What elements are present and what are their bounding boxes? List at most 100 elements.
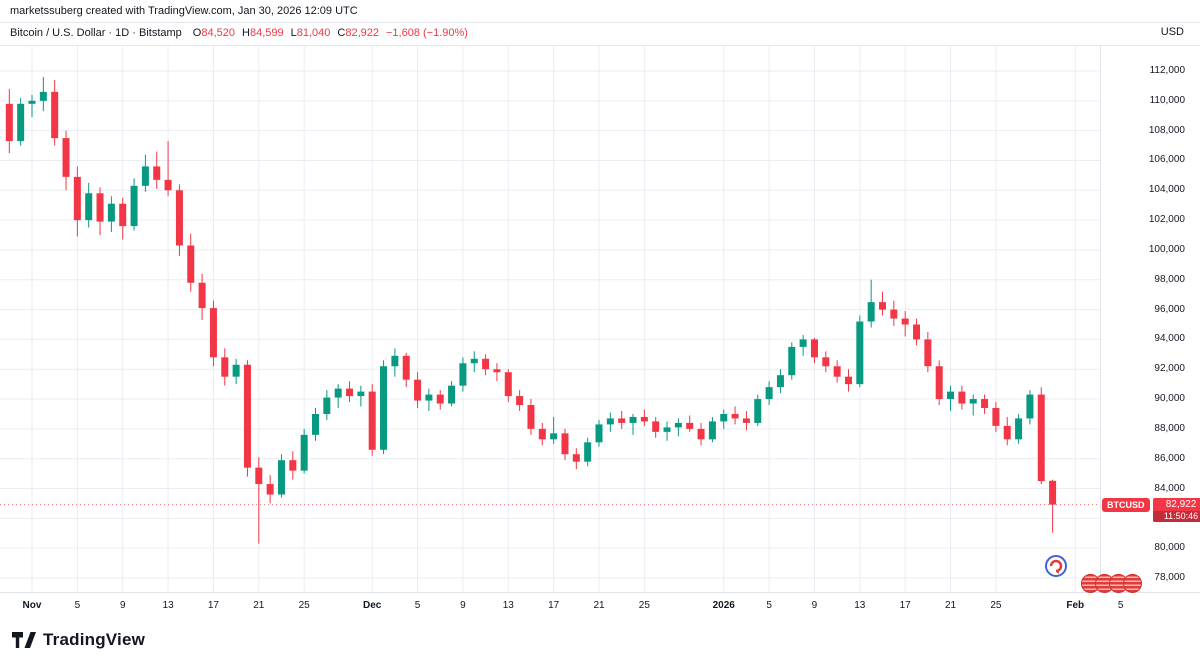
ohlc-high-value: 84,599 (249, 27, 284, 39)
time-tick-label: 13 (162, 600, 174, 611)
candle-body (1037, 394, 1045, 482)
candle-body (606, 418, 614, 425)
candle-body (266, 484, 274, 495)
candle-body (209, 308, 217, 358)
candle-body (255, 467, 263, 485)
candle-body (618, 418, 626, 423)
candle-body (380, 366, 388, 450)
last-price-box: 82,922 11:50:46 (1152, 497, 1200, 522)
striped-ball-emoji-sticker[interactable] (1123, 574, 1142, 593)
time-tick-label: 21 (944, 600, 957, 611)
time-tick-label: Nov (22, 600, 42, 611)
price-tick-label: 108,000 (1148, 124, 1185, 136)
candle-body (867, 302, 875, 322)
price-tick-label: 102,000 (1148, 214, 1185, 226)
time-tick-label: Dec (363, 600, 382, 611)
bar-close-countdown: 11:50:46 (1152, 510, 1200, 522)
candle-body (289, 460, 297, 471)
symbol-header[interactable]: Bitcoin / U.S. Dollar · 1D · Bitstamp O 84… (10, 27, 468, 39)
time-tick-label: 21 (253, 600, 265, 611)
time-tick-label: 5 (74, 600, 81, 611)
time-tick-label: 25 (638, 600, 650, 611)
candle-body (107, 203, 115, 222)
price-axis[interactable]: 78,00080,00082,00084,00086,00088,00090,0… (1100, 45, 1200, 592)
candle-body (969, 399, 977, 404)
candle-body (1049, 480, 1057, 505)
ohlc-low-value: 81,040 (296, 27, 331, 39)
symbol-badge[interactable]: BTCUSD (1102, 497, 1150, 512)
candle-body (856, 321, 864, 385)
time-tick-label: 25 (298, 600, 310, 611)
ohlc-high-key: H (242, 27, 250, 39)
candle-body (844, 376, 852, 385)
candle-body (346, 388, 354, 397)
candle-body (1015, 418, 1023, 440)
candle-body (198, 282, 206, 309)
candle-body (119, 203, 127, 227)
candle-body (686, 422, 694, 429)
candle-body (663, 427, 671, 432)
candle-body (368, 391, 376, 450)
candle-body (243, 364, 251, 468)
last-price-label[interactable]: BTCUSD 82,922 11:50:46 (1102, 497, 1200, 522)
candle-body (652, 421, 660, 432)
candle-body (28, 100, 36, 104)
candle-body (493, 369, 501, 373)
time-tick-label: 2026 (712, 600, 735, 611)
attribution-text: marketssuberg created with TradingView.c… (10, 5, 358, 17)
candle-body (550, 433, 558, 440)
candle-body (788, 346, 796, 376)
price-tick-label: 80,000 (1154, 542, 1185, 554)
price-axis-unit-label: USD (1160, 26, 1184, 38)
candle-body (901, 318, 909, 325)
ohlc-close-key: C (337, 27, 346, 39)
candle-body (334, 388, 342, 398)
candle-body (538, 428, 546, 440)
time-tick-label: 13 (502, 600, 514, 611)
candle-body (402, 355, 410, 380)
tradingview-logo[interactable]: TradingView (12, 630, 145, 650)
price-tick-label: 84,000 (1154, 482, 1185, 494)
candle-body (742, 418, 750, 423)
candle-body (572, 454, 580, 462)
candle-body (640, 416, 648, 422)
symbol-title[interactable]: Bitcoin / U.S. Dollar · 1D · Bitstamp (10, 27, 182, 39)
swirl-emoji-sticker[interactable] (1044, 554, 1068, 578)
candle-body (697, 428, 705, 440)
candle-body (141, 166, 149, 186)
candle-body (164, 179, 172, 191)
last-price-value: 82,922 (1165, 498, 1197, 510)
candle-body (51, 91, 59, 139)
price-tick-label: 98,000 (1154, 273, 1185, 285)
candle-body (776, 375, 784, 388)
candle-body (561, 433, 569, 455)
candle-body (516, 396, 524, 406)
candle-body (947, 391, 955, 400)
price-tick-label: 106,000 (1148, 154, 1185, 166)
candle-body (39, 91, 47, 101)
ohlc-close-value: 82,922 (345, 27, 379, 39)
ohlc-open-key: O (192, 27, 202, 39)
time-axis[interactable]: Nov 5 9 13 17 21 25 Dec 5 9 13 17 21 25 2026 5 9 13 17 21 25… (0, 592, 1200, 622)
price-tick-label: 100,000 (1148, 243, 1185, 255)
time-tick-label: Feb (1066, 600, 1085, 611)
candle-body (73, 176, 81, 221)
price-tick-label: 90,000 (1154, 393, 1185, 405)
candle-body (470, 358, 478, 364)
candle-body (992, 408, 1000, 426)
candle-body (958, 391, 966, 404)
candle-body (1003, 425, 1011, 440)
candle-body (1026, 394, 1034, 419)
price-tick-label: 96,000 (1154, 303, 1185, 315)
time-tick-label: 13 (854, 600, 866, 611)
candle-body (935, 366, 943, 400)
candle-body (425, 394, 433, 401)
candle-body (62, 138, 70, 177)
candle-body (799, 339, 807, 347)
price-tick-label: 110,000 (1149, 94, 1185, 106)
ohlc-low-key: L (290, 27, 297, 39)
candle-body (312, 413, 319, 435)
candle-body (595, 424, 603, 443)
time-tick-label: 17 (207, 600, 219, 611)
